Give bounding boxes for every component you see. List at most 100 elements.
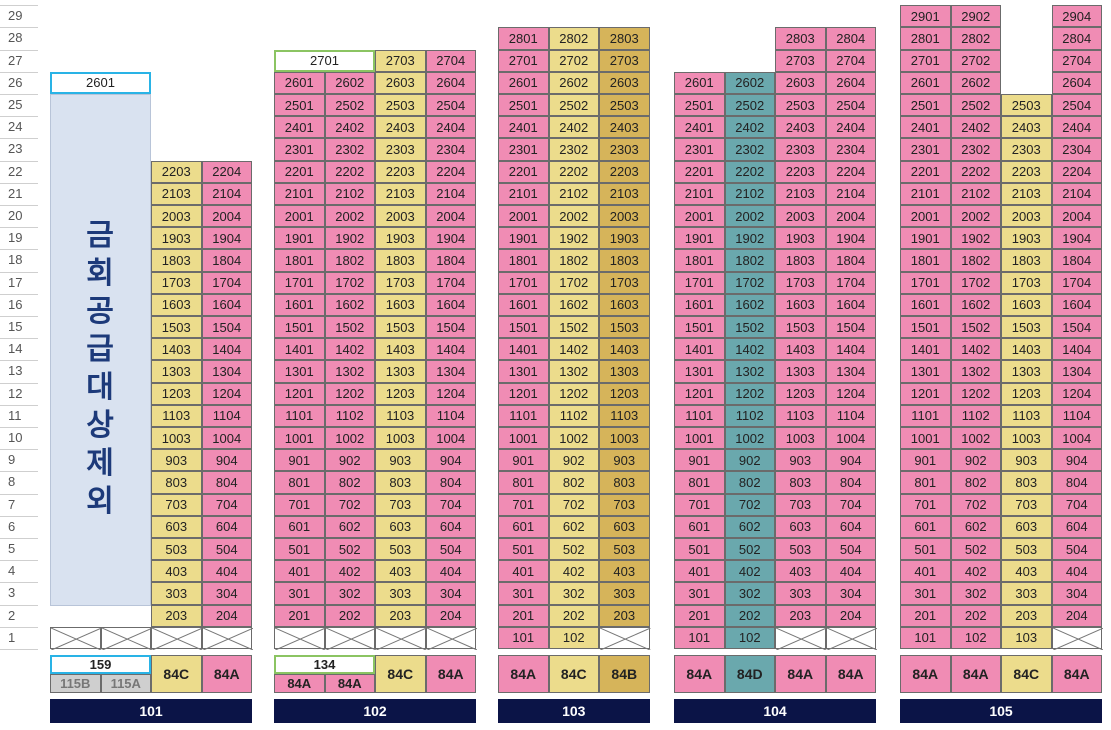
unit-cell: 1501 [498,316,549,339]
unit-cell: 2403 [599,116,650,139]
unit-cell: 1301 [498,360,549,383]
unit-cell: 401 [498,560,549,583]
unit-cell: 1203 [775,382,826,405]
unit-cell: 403 [775,560,826,583]
cross-icon [152,627,203,650]
unit-cell: 404 [425,560,476,583]
unit-cell: 1803 [151,249,202,272]
unit-cell: 902 [548,449,599,472]
unit-cell: 1402 [724,338,775,361]
unit-cell: 102 [950,626,1001,649]
unit-cell: 303 [599,582,650,605]
unit-cell: 903 [775,449,826,472]
unit-cell: 2602 [950,71,1001,94]
empty-unit-cross [201,626,253,650]
unit-cell: 1303 [775,360,826,383]
floor-label: 16 [8,296,23,312]
unit-cell: 1303 [599,360,650,383]
unit-type-cell: 84A [498,655,549,693]
unit-cell: 1601 [498,293,549,316]
floor-label: 5 [8,541,16,556]
unit-cell: 2203 [1001,160,1052,183]
unit-cell: 1201 [274,382,325,405]
type-sub-cell: 84A [274,674,325,693]
unit-cell: 101 [498,626,549,649]
unit-cell: 1803 [375,249,426,272]
unit-cell: 203 [775,604,826,627]
unit-cell: 401 [274,560,325,583]
unit-cell: 2401 [274,116,325,139]
unit-cell: 804 [1051,471,1102,494]
unit-cell: 2004 [201,205,252,228]
unit-cell: 1802 [548,249,599,272]
unit-cell: 804 [825,471,876,494]
unit-cell: 1704 [201,271,252,294]
unit-cell: 2201 [274,160,325,183]
unit-cell: 701 [674,493,725,516]
unit-cell: 1302 [724,360,775,383]
unit-cell: 2002 [548,205,599,228]
floor-gridline [0,604,38,606]
unit-type-cell: 84C [548,655,599,693]
unit-cell: 2601 [498,71,549,94]
unit-cell: 1804 [425,249,476,272]
empty-unit-cross [425,626,477,650]
unit-type-cell: 84A [1051,655,1102,693]
unit-cell: 1602 [548,293,599,316]
unit-cell: 1601 [900,293,951,316]
unit-cell: 1004 [1051,427,1102,450]
unit-cell: 1402 [548,338,599,361]
unit-cell: 1804 [825,249,876,272]
unit-cell: 2603 [775,71,826,94]
unit-cell: 704 [825,493,876,516]
unit-cell: 2204 [201,160,252,183]
unit-cell: 801 [498,471,549,494]
unit-cell: 1704 [1051,271,1102,294]
type-sub-cell: 115B [50,674,101,693]
unit-cell: 603 [151,515,202,538]
floor-label: 27 [8,52,23,68]
unit-cell: 2104 [1051,182,1102,205]
unit-cell: 1702 [324,271,375,294]
unit-cell: 1801 [274,249,325,272]
unit-cell: 1802 [724,249,775,272]
unit-cell: 2601 [674,71,725,94]
unit-cell: 1702 [950,271,1001,294]
unit-cell: 2202 [950,160,1001,183]
unit-cell: 2203 [151,160,202,183]
unit-cell: 1603 [1001,293,1052,316]
unit-cell: 2303 [1001,138,1052,161]
unit-cell: 903 [1001,449,1052,472]
unit-cell: 602 [724,515,775,538]
unit-cell: 901 [674,449,725,472]
unit-cell: 701 [274,493,325,516]
unit-cell: 503 [151,538,202,561]
unit-cell: 604 [825,515,876,538]
empty-unit-cross [274,626,326,650]
unit-cell: 1803 [1001,249,1052,272]
floor-gridline [0,71,38,73]
unit-cell: 1801 [674,249,725,272]
floor-label: 7 [8,496,16,512]
unit-cell: 1303 [375,360,426,383]
unit-cell: 1301 [674,360,725,383]
cross-icon [376,627,427,650]
unit-cell: 1802 [324,249,375,272]
empty-unit-cross [375,626,427,650]
unit-cell: 1601 [274,293,325,316]
unit-cell: 2602 [324,71,375,94]
unit-cell: 201 [498,604,549,627]
unit-cell: 201 [674,604,725,627]
unit-cell: 2604 [425,71,476,94]
cross-icon [101,627,152,650]
unit-cell: 702 [724,493,775,516]
unit-cell: 1304 [1051,360,1102,383]
unit-cell: 2703 [775,49,826,72]
unit-cell: 1402 [324,338,375,361]
unit-cell: 601 [274,515,325,538]
unit-cell: 1804 [201,249,252,272]
unit-cell: 603 [375,515,426,538]
unit-cell: 1403 [151,338,202,361]
unit-cell: 2502 [950,94,1001,117]
unit-cell: 2304 [825,138,876,161]
